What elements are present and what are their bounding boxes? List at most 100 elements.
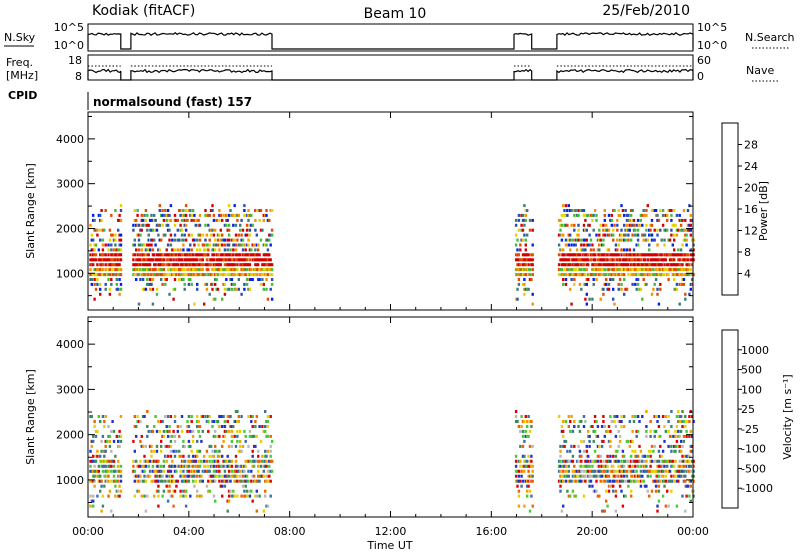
power-cell [258,278,261,281]
power-cell [688,263,691,267]
velocity-cell [244,464,247,468]
velocity-cell [591,484,594,488]
velocity-cell [566,489,569,493]
velocity-cell [262,464,265,468]
power-cell [585,282,588,286]
power-cell [659,258,662,262]
power-cell [623,278,626,281]
velocity-cell [606,459,609,463]
velocity-cell [578,420,582,423]
velocity-cell [183,444,186,448]
power-cell [143,263,146,267]
velocity-cell [677,479,680,483]
power-cell [178,209,181,212]
velocity-cell [259,464,263,468]
power-cell [581,253,584,257]
velocity-cell [140,434,143,438]
velocity-cell [688,454,691,458]
velocity-cell [686,454,690,458]
power-cell [101,238,105,242]
power-cell [117,218,120,222]
power-cell [517,278,521,281]
power-cell [573,228,576,232]
velocity-cell [179,494,182,498]
power-cell [635,273,638,277]
power-cell [232,273,235,277]
velocity-cell [160,469,163,473]
power-cell [215,268,218,272]
power-cell [566,253,569,257]
velocity-cell [218,479,221,483]
power-cell [221,273,224,277]
power-cell [636,258,640,262]
velocity-cell [258,479,261,483]
velocity-cell [675,444,679,448]
velocity-cell [588,474,591,478]
velocity-cell [567,479,570,483]
power-cell [207,213,210,217]
velocity-cell [207,415,210,418]
power-cell [173,213,177,217]
velocity-cell [657,489,661,493]
velocity-cell [585,469,588,473]
velocity-cell [193,459,196,463]
velocity-cell [105,459,109,463]
power-cell [269,258,272,262]
velocity-cell [679,415,683,418]
velocity-cell [266,504,270,508]
velocity-cell [182,444,185,448]
power-cell [107,278,110,281]
power-cell [165,278,168,281]
velocity-cell [101,494,105,498]
power-cell [612,287,615,291]
velocity-cell [684,509,687,513]
power-cell [648,268,651,272]
power-cell [620,248,623,252]
velocity-cell [582,439,586,443]
velocity-cell [212,459,216,463]
velocity-cell [97,469,100,473]
freq-panel-frame [87,54,694,81]
power-cell [157,258,160,262]
velocity-cell [186,429,189,433]
power-cell [621,268,625,272]
power-cell [252,273,256,277]
power-cell [657,218,661,222]
power-cell [189,253,192,257]
velocity-cell [147,474,150,478]
power-cell [653,209,656,212]
velocity-cell [589,469,593,473]
power-cell [240,263,243,267]
power-cell [587,278,590,281]
velocity-cell [251,425,254,428]
power-cell [146,258,149,262]
power-cell [107,243,110,247]
power-cell [562,273,565,277]
power-cell [184,218,188,222]
velocity-cell [670,459,673,463]
velocity-cell [101,415,105,418]
power-cell [111,263,114,267]
velocity-cell [577,444,580,448]
velocity-cell [218,454,221,458]
power-cell [215,253,218,257]
velocity-cell [108,464,112,468]
power-cell [563,268,566,272]
velocity-cell [119,434,123,438]
power-cell [567,258,570,262]
power-cell [641,223,644,227]
power-cell [165,253,168,257]
power-cell [207,248,210,252]
velocity-cell [221,479,224,483]
velocity-cell [685,484,688,488]
power-cell [99,282,102,286]
velocity-cell [632,469,636,473]
power-cell [237,273,240,277]
power-cell [602,258,605,262]
velocity-cell [638,420,641,423]
power-cell [258,273,261,277]
power-cell [607,287,611,291]
power-cell [165,263,168,267]
power-cell [648,228,651,232]
velocity-cell [684,425,687,428]
